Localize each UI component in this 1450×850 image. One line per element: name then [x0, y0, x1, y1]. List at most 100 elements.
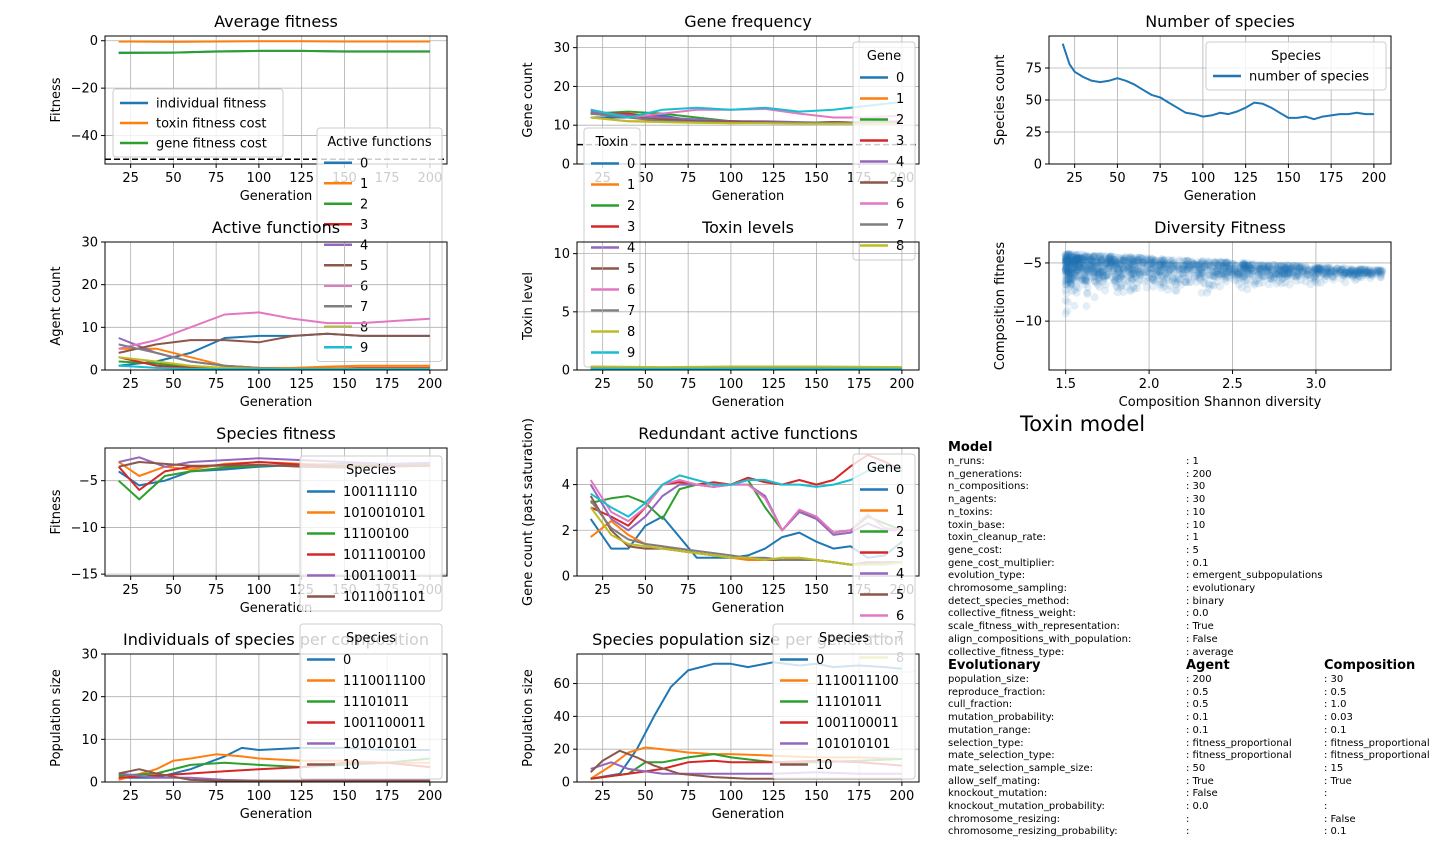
scatter-point: [1142, 283, 1151, 292]
scatter-point: [1066, 275, 1075, 284]
scatter-point: [1141, 254, 1150, 263]
scatter-point: [1179, 265, 1188, 274]
legend-entry: 8: [360, 320, 368, 335]
scatter-point: [1289, 261, 1298, 270]
scatter-point: [1215, 264, 1224, 273]
scatter-point: [1275, 272, 1284, 281]
scatter-point: [1196, 273, 1204, 282]
scatter-point: [1063, 263, 1071, 271]
scatter-point: [1130, 284, 1139, 293]
scatter-point: [1231, 260, 1239, 269]
scatter-point: [1090, 293, 1099, 302]
scatter-point: [1269, 266, 1277, 275]
scatter-point: [1295, 264, 1304, 273]
scatter-point: [1104, 256, 1113, 265]
x-tick-label: 50: [165, 171, 182, 186]
scatter-point: [1111, 258, 1120, 267]
scatter-point: [1274, 277, 1283, 286]
scatter-point: [1095, 253, 1104, 262]
scatter-point: [1172, 261, 1181, 270]
scatter-point: [1230, 270, 1239, 279]
scatter-point: [1090, 263, 1099, 272]
scatter-point: [1072, 254, 1081, 263]
scatter-point: [1294, 270, 1303, 279]
scatter-point: [1096, 259, 1105, 268]
legend-title: Species: [346, 631, 396, 646]
scatter-point: [1119, 264, 1128, 273]
scatter-point: [1124, 260, 1133, 269]
scatter-point: [1128, 266, 1137, 275]
model-param-value: : average: [1186, 646, 1234, 658]
scatter-point: [1196, 268, 1205, 277]
scatter-point: [1093, 262, 1102, 270]
scatter-point: [1244, 262, 1253, 271]
scatter-point: [1294, 262, 1303, 271]
scatter-point: [1361, 266, 1370, 275]
legend-title: Species: [819, 631, 869, 646]
scatter-point: [1213, 268, 1222, 277]
y-tick-label: 30: [81, 648, 98, 663]
scatter-point: [1224, 272, 1232, 281]
scatter-point: [1367, 270, 1376, 278]
scatter-point: [1203, 260, 1212, 269]
scatter-point: [1338, 265, 1347, 274]
scatter-point: [1310, 271, 1319, 280]
scatter-point: [1155, 263, 1164, 272]
scatter-point: [1120, 257, 1129, 266]
agent-param-value: : 0.5: [1186, 699, 1209, 711]
scatter-point: [1073, 254, 1082, 263]
scatter-point: [1269, 260, 1278, 269]
scatter-point: [1237, 283, 1246, 292]
y-tick-label: 10: [553, 247, 570, 262]
scatter-point: [1063, 264, 1072, 272]
scatter-point: [1184, 261, 1193, 269]
scatter-point: [1238, 260, 1247, 268]
legend-entry: 6: [896, 197, 904, 212]
scatter-point: [1160, 259, 1169, 268]
scatter-point: [1146, 265, 1155, 274]
legend-title: Gene: [867, 49, 901, 64]
scatter-point: [1066, 253, 1075, 262]
scatter-point: [1095, 274, 1103, 283]
scatter-point: [1169, 274, 1178, 283]
scatter-point: [1068, 259, 1077, 268]
scatter-point: [1131, 256, 1140, 265]
scatter-point: [1243, 285, 1252, 294]
scatter-point: [1079, 263, 1088, 272]
model-param-key: detect_species_method:: [948, 595, 1070, 607]
chart-title: Active functions: [212, 218, 340, 237]
x-tick-label: 50: [165, 789, 182, 804]
scatter-point: [1316, 264, 1325, 272]
scatter-point: [1071, 266, 1080, 275]
scatter-point: [1153, 266, 1162, 275]
scatter-point: [1150, 258, 1159, 267]
scatter-point: [1228, 269, 1237, 278]
legend-box: [772, 623, 916, 780]
scatter-point: [1263, 261, 1272, 270]
axes-frame: [576, 35, 920, 165]
composition-param-value: : 15: [1324, 762, 1344, 774]
scatter-point: [1106, 252, 1115, 261]
scatter-point: [1086, 259, 1095, 268]
x-tick-label: 75: [680, 789, 697, 804]
scatter-point: [1122, 282, 1131, 291]
scatter-point: [1295, 272, 1304, 280]
scatter-point: [1112, 261, 1121, 270]
scatter-point: [1138, 258, 1147, 266]
scatter-point: [1295, 263, 1304, 272]
scatter-point: [1221, 277, 1230, 286]
scatter-point: [1195, 268, 1204, 277]
legend-entry: 5: [896, 176, 904, 191]
scatter-point: [1096, 267, 1105, 276]
x-tick-label: 125: [761, 583, 786, 598]
scatter-point: [1104, 264, 1113, 273]
scatter-point: [1285, 270, 1294, 279]
model-param-key: collective_fitness_type:: [948, 646, 1065, 658]
legend-entry: 7: [360, 300, 368, 315]
scatter-point: [1149, 275, 1158, 284]
scatter-point: [1228, 260, 1237, 268]
y-axis-label: Fitness: [49, 77, 64, 122]
scatter-point: [1178, 270, 1187, 279]
scatter-point: [1101, 254, 1110, 263]
evo-param-key: selection_type:: [948, 737, 1024, 749]
